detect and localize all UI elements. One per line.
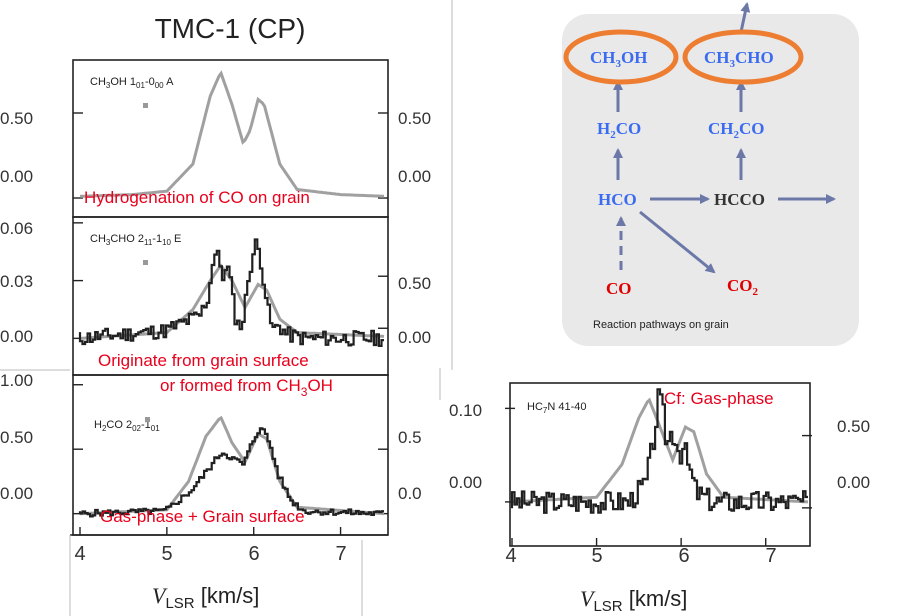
- species-h2co: H2CO: [597, 119, 641, 141]
- panel-label-hc7n: HC7N 41-40: [527, 401, 586, 415]
- species-co: CO: [606, 279, 632, 298]
- x-tick-label: 6: [248, 543, 259, 565]
- x-tick-label: 7: [765, 545, 776, 567]
- diagram-caption: Reaction pathways on grain: [593, 319, 729, 331]
- species-hco: HCO: [598, 190, 637, 209]
- y-tick-label: 0.00: [0, 484, 33, 503]
- y-tick-label: 1.00: [0, 371, 33, 390]
- panel-marker: [143, 103, 148, 108]
- panel-label-ch3oh: CH3OH 101-000 A: [90, 76, 174, 90]
- panel-marker: [143, 260, 148, 265]
- x-tick-label: 5: [161, 543, 172, 565]
- y-tick-label: 0.06: [0, 219, 33, 238]
- y2-tick-label: 0.00: [398, 167, 431, 186]
- annotation-hydrogenation: Hydrogenation of CO on grain: [84, 188, 310, 207]
- annotation-gas-grain: Gas-phase + Grain surface: [100, 507, 305, 526]
- slide-title: TMC-1 (CP): [155, 13, 306, 44]
- y-tick-label: 0.00: [449, 473, 482, 492]
- y2-tick-label: 0.50: [398, 109, 431, 128]
- y2-tick-label: 0.5: [398, 428, 422, 447]
- right-axis-ticks: 0.50 0.00 0.50 0.00 0.5 0.0: [398, 109, 431, 503]
- plot-ch3oh: [73, 73, 388, 198]
- x-tick-label: 4: [505, 545, 516, 567]
- left-axis-ticks: 0.50 0.00 0.06 0.03 0.00 1.00 0.50 0.00: [0, 109, 33, 503]
- x-ticks-left: 4 5 6 7: [74, 543, 346, 565]
- y2-tick-label: 0.00: [837, 473, 870, 492]
- y-tick-label: 0.00: [0, 327, 33, 346]
- x-axis-label-hc7n: VLSR [km/s]: [580, 586, 687, 615]
- y2-tick-label: 0.50: [398, 274, 431, 293]
- observed-spectrum-line: [80, 240, 384, 346]
- y2-tick-label: 0.00: [398, 328, 431, 347]
- annotation-originate: Originate from grain surface: [98, 351, 309, 370]
- x-tick-label: 5: [591, 545, 602, 567]
- annotation-gas-phase: Cf: Gas-phase: [664, 389, 774, 408]
- y-tick-label: 0.50: [0, 428, 33, 447]
- x-tick-label: 4: [74, 543, 85, 565]
- y-tick-label: 0.50: [0, 109, 33, 128]
- x-tick-label: 6: [678, 545, 689, 567]
- species-ch3cho: CH3CHO: [704, 48, 774, 70]
- annotation-formed-from: or formed from CH3OH: [160, 376, 333, 399]
- panel-label-h2co: H2CO 202-101: [94, 419, 160, 433]
- y-tick-label: 0.03: [0, 272, 33, 291]
- x-tick-label: 7: [335, 543, 346, 565]
- reaction-diagram: CH3OH CH3CHO H2CO CH2CO HCO HCCO CO CO2 …: [452, 0, 859, 370]
- x-axis-label-left: VLSR [km/s]: [152, 583, 259, 612]
- panel-label-ch3cho: CH3CHO 211-110 E: [90, 233, 181, 247]
- species-hcco: HCCO: [714, 190, 765, 209]
- y2-tick-label: 0.0: [398, 484, 422, 503]
- model-spectrum-line: [512, 400, 808, 502]
- y-tick-label: 0.00: [0, 167, 33, 186]
- panel-marker: [145, 417, 150, 422]
- y-tick-label: 0.10: [449, 401, 482, 420]
- model-spectrum-line: [80, 418, 384, 514]
- model-spectrum-line: [80, 73, 384, 196]
- y2-tick-label: 0.50: [837, 417, 870, 436]
